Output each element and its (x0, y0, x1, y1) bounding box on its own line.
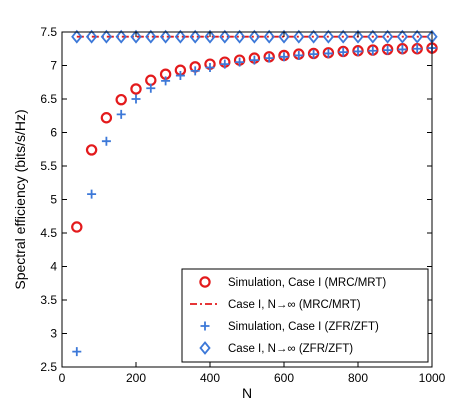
y-tick-label: 7.5 (40, 25, 57, 39)
series-3-point (219, 29, 231, 44)
x-axis-label: N (242, 385, 252, 401)
series-2-point (205, 63, 215, 73)
y-tick-label: 5.5 (40, 159, 57, 173)
series-2-point (309, 49, 319, 59)
y-tick-label: 6.5 (40, 92, 57, 106)
series-2-point (412, 44, 422, 54)
series-3-point (145, 29, 157, 44)
series-3-point (322, 29, 335, 44)
series-2-point (338, 47, 348, 57)
y-tick-label: 4 (50, 260, 57, 274)
series-2-point (220, 59, 230, 69)
series-0-point (71, 221, 83, 233)
series-3-point (204, 29, 216, 44)
series-2-point (175, 71, 185, 81)
x-tick-label: 200 (126, 371, 146, 385)
series-2-point (161, 76, 171, 86)
series-2-point (101, 136, 111, 146)
series-3-point (115, 29, 127, 44)
series-0-point (100, 112, 113, 124)
series-2-point (264, 53, 274, 63)
series-3-point (189, 29, 201, 44)
x-tick-label: 1000 (419, 371, 446, 385)
legend-box (181, 268, 429, 363)
series-2-point (383, 45, 393, 55)
legend-diamond-marker (199, 341, 211, 355)
series-3-point (130, 29, 142, 44)
series-3-point (248, 29, 261, 44)
series-0-point (411, 43, 423, 55)
series-2-point (146, 83, 156, 93)
series-2-point (235, 57, 245, 67)
x-tick-label: 600 (274, 371, 294, 385)
y-tick-label: 2.5 (40, 360, 57, 374)
y-tick-label: 4.5 (40, 226, 57, 240)
series-0-point (145, 74, 157, 86)
series-3-point (411, 29, 423, 44)
legend-entry-label: Simulation, Case I (ZFR/ZFT) (228, 321, 379, 333)
x-tick-label: 400 (200, 371, 220, 385)
series-2-point (323, 48, 333, 58)
series-2-point (294, 50, 304, 60)
y-tick-label: 6 (50, 126, 57, 140)
series-2-point (131, 94, 141, 104)
series-3-point (396, 29, 409, 44)
series-2-point (190, 66, 200, 76)
series-2-point (87, 189, 97, 199)
legend-circle-marker (199, 276, 211, 288)
series-3-point (174, 29, 187, 44)
series-0-point (85, 144, 98, 156)
y-tick-label: 3 (50, 327, 57, 341)
series-3-point (263, 29, 275, 44)
legend-plus-marker (200, 321, 210, 331)
y-axis-label: Spectral efficiency (bits/s/Hz) (12, 109, 28, 289)
series-3-point (278, 29, 290, 44)
axes: 0 200 400 600 800 1000 2.5 3 3.5 4 4.5 5 5.5 6 6.5 7 7.5… (12, 25, 446, 401)
plot-area (71, 29, 438, 357)
series-3-point (367, 29, 379, 44)
series-3-point (159, 29, 172, 44)
series-3-point (71, 29, 83, 44)
series-3-point (352, 29, 364, 44)
series-3-point (337, 29, 349, 44)
series-0-point (130, 83, 142, 95)
x-tick-label: 800 (348, 371, 368, 385)
series-2-point (72, 347, 82, 357)
series-3-point (293, 29, 305, 44)
series-3-point (233, 29, 246, 44)
legend-entry-label: Case I, N→∞ (ZFR/ZFT) (228, 343, 353, 355)
series-2-point (279, 52, 289, 62)
series-2-point (397, 44, 407, 54)
x-tick-label: 0 (59, 371, 66, 385)
y-tick-label: 3.5 (40, 293, 57, 307)
y-tick-label: 7 (50, 59, 57, 73)
series-0-point (115, 93, 127, 106)
series-2-point (353, 46, 363, 56)
series-3-point (100, 29, 113, 44)
y-tick-label: 5 (50, 193, 57, 207)
series-3-point (85, 29, 98, 44)
series-2-point (249, 55, 259, 65)
series-3-point (307, 29, 320, 44)
legend-entry-label: Case I, N→∞ (MRC/MRT) (228, 299, 361, 311)
series-2-point (368, 46, 378, 56)
legend: Simulation, Case I (MRC/MRT) Case I, N→∞ … (181, 268, 429, 363)
series-2-point (116, 109, 126, 119)
legend-entry-label: Simulation, Case I (MRC/MRT) (228, 277, 386, 289)
series-3-point (381, 29, 394, 44)
